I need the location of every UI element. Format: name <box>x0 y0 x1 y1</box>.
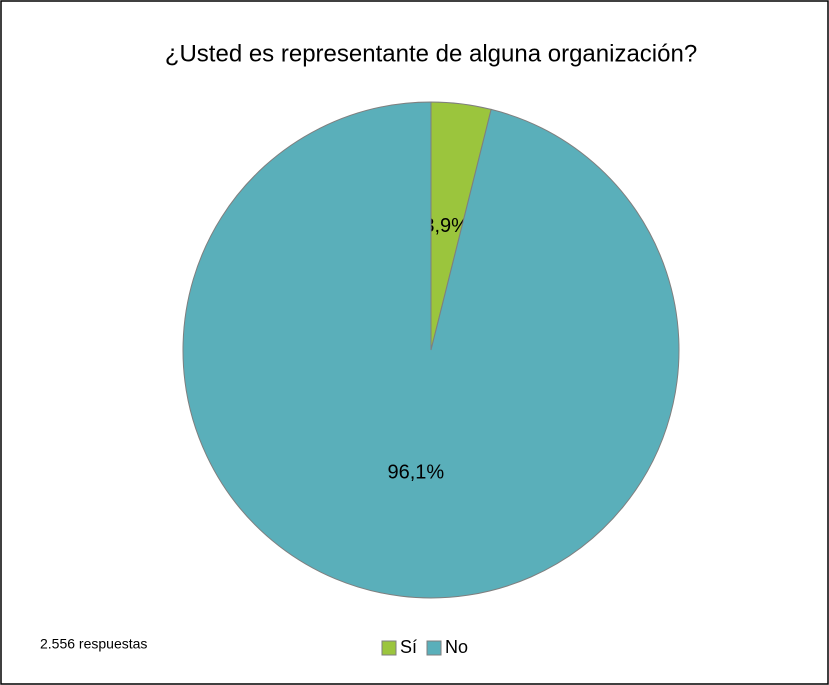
legend-swatch <box>381 640 397 656</box>
legend-label: No <box>445 637 468 657</box>
data-label: 3,9% <box>423 215 469 237</box>
annotation: 2.556 respuestas <box>40 636 147 652</box>
legend-label: Sí <box>400 637 417 657</box>
pie-slice <box>182 101 680 599</box>
chart-title: ¿Usted es representante de alguna organi… <box>165 40 697 67</box>
data-label: 96,1% <box>387 461 444 483</box>
legend-swatch <box>426 640 442 656</box>
